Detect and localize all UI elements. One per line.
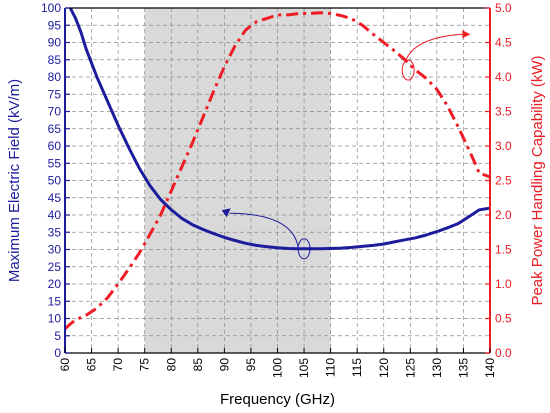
y-right-tick-label: 2.0 [495,208,512,222]
grid-layer [65,8,490,353]
y-right-tick-label: 2.5 [495,174,512,188]
y-left-tick-label: 85 [48,53,62,67]
y-left-tick-label: 95 [48,18,62,32]
annotation-arrow-right-series [404,33,463,63]
y-right-tick-label: 5.0 [495,1,512,15]
y-left-tick-label: 10 [48,312,62,326]
x-tick-label: 85 [191,358,205,372]
y-axis-right-title: Peak Power Handling Capability (kW) [529,55,546,305]
y-axis-left-title: Maximum Electric Field (kV/m) [6,79,23,282]
x-tick-label: 100 [271,358,285,378]
y-left-tick-label: 45 [48,191,62,205]
annotation-ellipse-left-series [297,238,311,260]
y-left-tick-label: 25 [48,260,62,274]
x-tick-label: 140 [483,358,497,378]
y-left-tick-label: 15 [48,294,62,308]
x-tick-label: 75 [138,358,152,372]
y-right-tick-label: 0.0 [495,346,512,360]
x-tick-label: 105 [297,358,311,378]
y-right-tick-label: 0.5 [495,312,512,326]
y-left-tick-label: 0 [54,346,61,360]
y-right-tick-label: 1.5 [495,243,512,257]
x-tick-label: 130 [430,358,444,378]
annotation-layer [221,30,471,260]
annotation-ellipse-right-series [401,59,415,81]
y-left-tick-label: 55 [48,156,62,170]
y-left-tick-label: 65 [48,122,62,136]
x-tick-label: 65 [85,358,99,372]
x-tick-label: 110 [324,358,338,377]
y-left-tick-label: 80 [48,70,62,84]
y-left-tick-label: 60 [48,139,62,153]
x-tick-label: 60 [58,358,72,372]
x-tick-label: 95 [244,358,258,372]
y-left-tick-label: 90 [48,36,62,50]
series-line-electric-field [68,7,491,251]
x-tick-label: 90 [217,358,231,372]
tick-layer: 60 65 70 75 80 85 90 95 100 105 110 115 120 125 130 135… [41,1,512,378]
y-left-tick-label: 100 [41,1,61,15]
x-tick-label: 120 [377,358,391,378]
annotation-arrow-left-series [229,212,299,247]
y-left-tick-label: 35 [48,225,62,239]
y-left-tick-label: 70 [48,105,62,119]
y-right-tick-label: 4.5 [495,36,512,50]
y-right-tick-label: 3.0 [495,139,512,153]
y-left-tick-label: 75 [48,87,62,101]
y-left-tick-label: 30 [48,243,62,257]
y-left-tick-label: 40 [48,208,62,222]
annotation-arrowhead-left-series [221,208,231,218]
x-tick-label: 70 [111,358,125,372]
y-right-tick-label: 4.0 [495,70,512,84]
x-axis-title: Frequency (GHz) [220,391,335,408]
y-left-tick-label: 5 [54,329,61,343]
y-right-tick-label: 1.0 [495,277,512,291]
x-tick-label: 80 [164,358,178,372]
x-tick-label: 115 [350,358,364,377]
annotation-arrowhead-right-series [462,30,471,39]
series-line-peak-power [63,11,491,331]
y-left-tick-label: 50 [48,174,62,188]
y-left-tick-label: 20 [48,277,62,291]
x-tick-label: 135 [456,358,470,378]
y-right-tick-label: 3.5 [495,105,512,119]
series-layer [63,7,491,331]
x-tick-label: 125 [403,358,417,378]
